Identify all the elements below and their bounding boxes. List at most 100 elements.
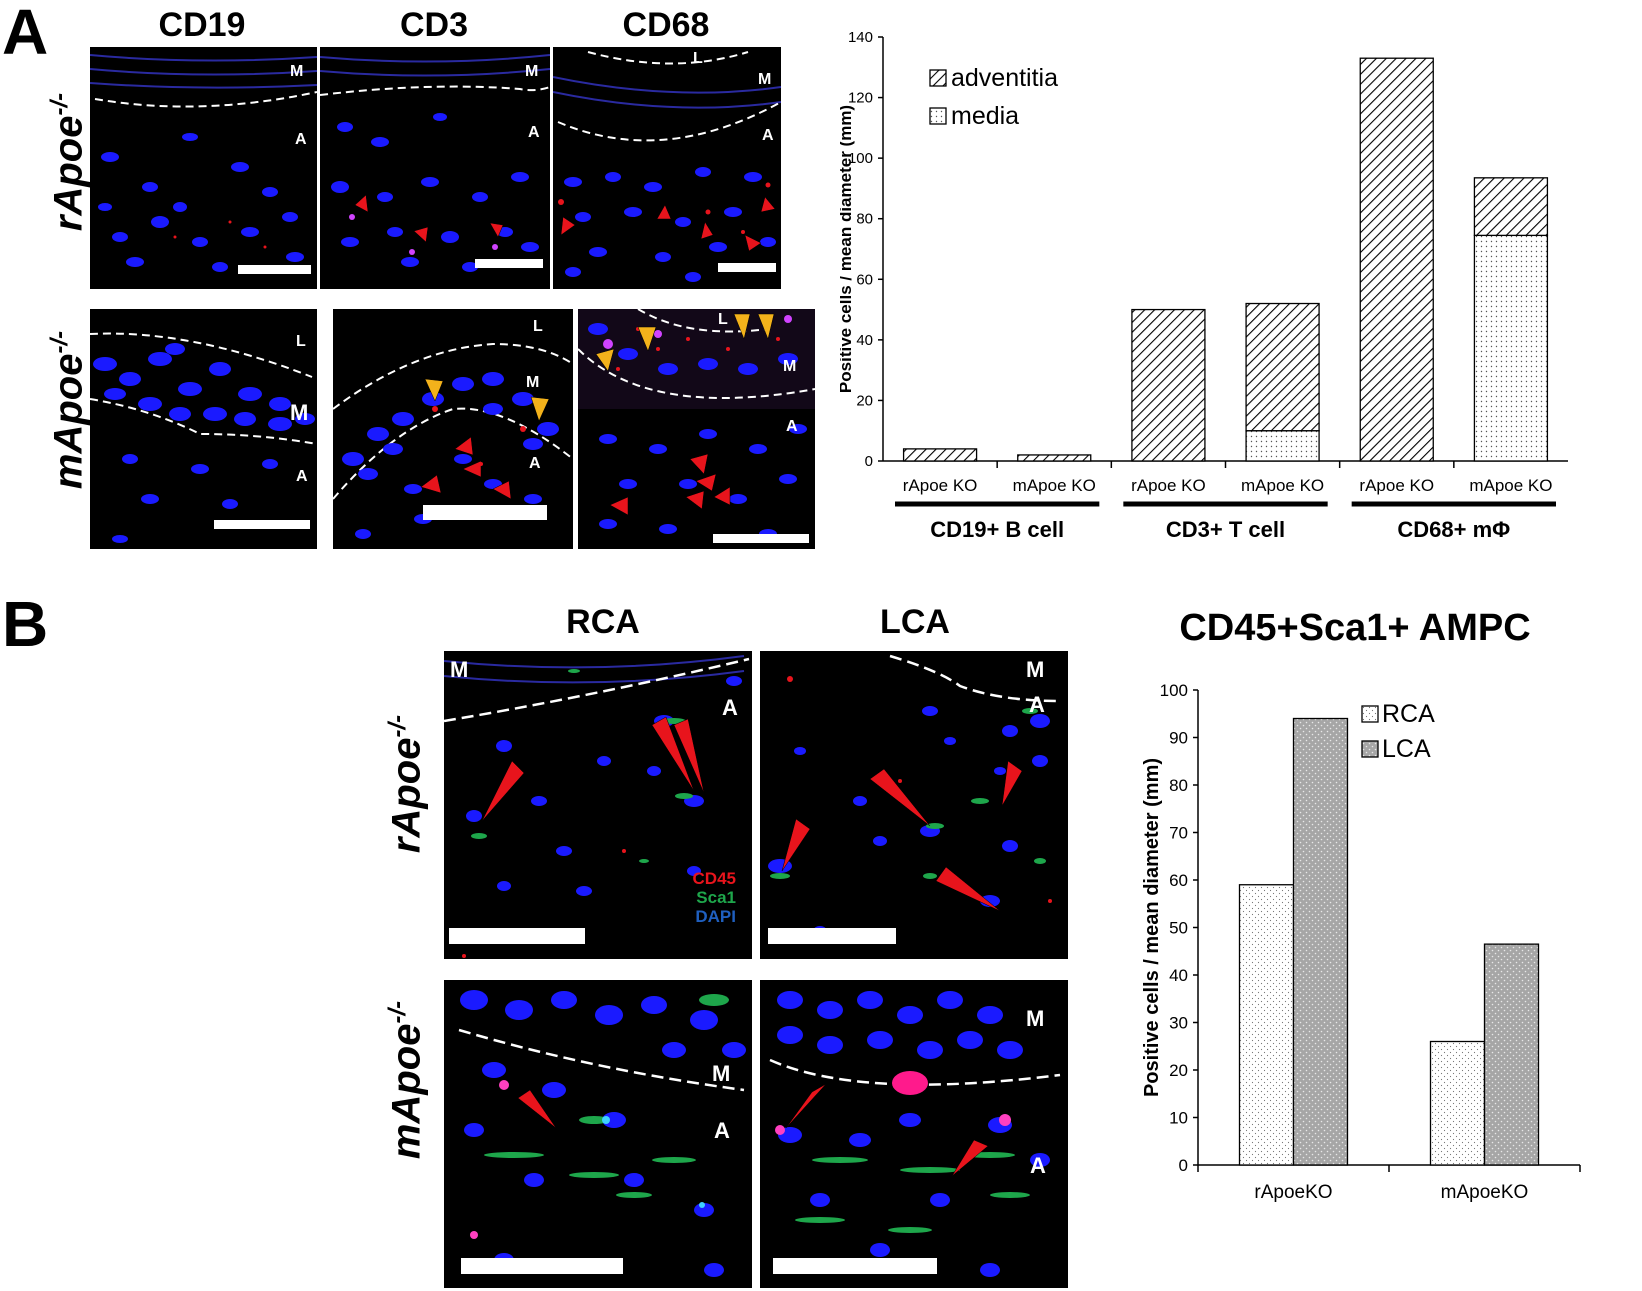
y-tick-label: 140: [848, 29, 873, 46]
chart-title: CD45+Sca1+ AMPC: [1179, 610, 1530, 649]
layer-label-l: L: [533, 318, 543, 335]
legend-label-RCA: RCA: [1382, 700, 1435, 728]
legend-swatch-adventitia: [929, 69, 947, 87]
chart-a-immune-cells: 0 20 40 60 80 100 120 140 Positive cells / mean …: [840, 29, 1568, 542]
layer-label-m: M: [758, 71, 772, 88]
stain-legend-sca1: Sca1: [696, 888, 736, 907]
y-tick-label: 50: [1169, 919, 1188, 938]
micrograph-a-mapoe-cd3: L M A: [333, 309, 573, 549]
legend-swatch-LCA: [1361, 740, 1379, 758]
bar-media: [1473, 234, 1549, 462]
bar-adventitia: [1131, 308, 1206, 462]
row-head-mapoe: mApoe-/-: [46, 330, 91, 490]
y-tick-label: 80: [1169, 776, 1188, 795]
layer-label-a: A: [1030, 1153, 1046, 1178]
x-tick-label: mApoe KO: [1469, 476, 1552, 495]
layer-label-m: M: [1026, 1006, 1045, 1031]
row-head-rapoe: rApoe-/-: [384, 714, 429, 854]
layer-label-m: M: [290, 400, 309, 425]
layer-label-m: M: [783, 358, 797, 375]
y-tick-label: 100: [1160, 681, 1188, 700]
layer-label-m: M: [290, 63, 304, 80]
legend-swatch-RCA: [1361, 705, 1379, 723]
tissue-image: [578, 309, 815, 539]
micrograph-b-mapoe-rca: M A: [444, 980, 752, 1288]
micrograph-a-rapoe-cd19: M A: [90, 47, 317, 289]
y-tick-label: 60: [1169, 871, 1188, 890]
col-head-cd68: CD68: [622, 6, 710, 44]
layer-label-l: L: [693, 50, 703, 67]
legend-label-adventitia: adventitia: [951, 64, 1058, 92]
scale-bar: [475, 259, 543, 268]
chart-b-ampc: CD45+Sca1+ AMPC 0 10 20 30 40 50 60 70 80 90 100 Pos…: [1141, 610, 1581, 1203]
layer-label-a: A: [529, 455, 541, 472]
panel-b-letter: B: [2, 588, 49, 660]
stain-legend-dapi: DAPI: [695, 907, 736, 926]
bar-RCA: [1238, 884, 1295, 1166]
y-tick-label: 20: [1169, 1061, 1188, 1080]
layer-label-a: A: [296, 468, 308, 485]
tissue-image: [458, 990, 746, 1277]
layer-label-m: M: [450, 657, 469, 682]
scale-bar: [449, 928, 585, 944]
bar-adventitia: [1017, 454, 1092, 462]
y-tick-label: 80: [856, 211, 873, 228]
tissue-image: [90, 54, 317, 272]
bar-adventitia: [902, 448, 978, 462]
y-tick-label: 100: [848, 150, 873, 167]
layer-label-m: M: [526, 374, 540, 391]
group-label: CD3+ T cell: [1166, 517, 1285, 542]
tissue-image: [320, 54, 550, 272]
y-tick-label: 60: [856, 271, 873, 288]
y-tick-label: 0: [865, 453, 873, 470]
scale-bar: [718, 263, 776, 272]
layer-label-a: A: [762, 127, 774, 144]
layer-label-a: A: [528, 124, 540, 141]
stain-legend: CD45 Sca1 DAPI: [680, 869, 736, 926]
bar-adventitia: [1359, 57, 1434, 462]
layer-label-a: A: [722, 695, 738, 720]
micrograph-b-rapoe-rca: M A CD45 Sca1 DAPI: [444, 651, 752, 959]
tissue-image: [90, 332, 317, 543]
bar-LCA: [1292, 717, 1349, 1166]
micrograph-a-rapoe-cd68: L M A: [553, 47, 781, 289]
layer-label-a: A: [714, 1118, 730, 1143]
stain-legend-cd45: CD45: [692, 869, 736, 888]
scale-bar: [713, 534, 809, 543]
y-tick-label: 30: [1169, 1014, 1188, 1033]
x-tick-label: mApoe KO: [1241, 476, 1324, 495]
layer-label-l: L: [296, 333, 306, 350]
y-tick-label: 10: [1169, 1109, 1188, 1128]
scale-bar: [423, 505, 547, 520]
x-tick-label: mApoe KO: [1013, 476, 1096, 495]
layer-label-m: M: [525, 63, 539, 80]
bar-media: [1245, 430, 1320, 462]
layer-label-a: A: [1029, 692, 1045, 717]
scale-bar: [214, 520, 310, 529]
x-tick-label: rApoe KO: [1359, 476, 1434, 495]
y-tick-label: 70: [1169, 824, 1188, 843]
micrograph-a-mapoe-cd19: L M A: [90, 309, 317, 549]
x-tick-label: rApoeKO: [1254, 1182, 1332, 1203]
tissue-image: [333, 342, 573, 539]
layer-label-a: A: [786, 418, 798, 435]
layer-label-l: L: [718, 311, 728, 328]
micrograph-b-mapoe-lca: M A: [760, 980, 1068, 1288]
y-tick-label: 90: [1169, 729, 1188, 748]
legend-label-LCA: LCA: [1382, 735, 1431, 763]
legend-swatch-media: [929, 107, 947, 125]
col-head-cd3: CD3: [399, 6, 469, 44]
bar-adventitia: [1245, 302, 1320, 432]
tissue-image: [444, 655, 750, 958]
micrograph-b-rapoe-lca: M A: [760, 651, 1068, 959]
y-tick-label: 40: [856, 332, 873, 349]
tissue-image: [768, 654, 1061, 936]
group-label: CD19+ B cell: [930, 517, 1064, 542]
group-label: CD68+ mΦ: [1397, 517, 1510, 542]
y-axis-label: Positive cells / mean diameter (mm): [840, 105, 855, 393]
y-tick-label: 0: [1179, 1156, 1188, 1175]
layer-label-a: A: [295, 131, 307, 148]
bar-LCA: [1483, 943, 1540, 1166]
y-axis-label: Positive cells / mean diameter (mm): [1141, 758, 1163, 1097]
scale-bar: [773, 1258, 937, 1274]
